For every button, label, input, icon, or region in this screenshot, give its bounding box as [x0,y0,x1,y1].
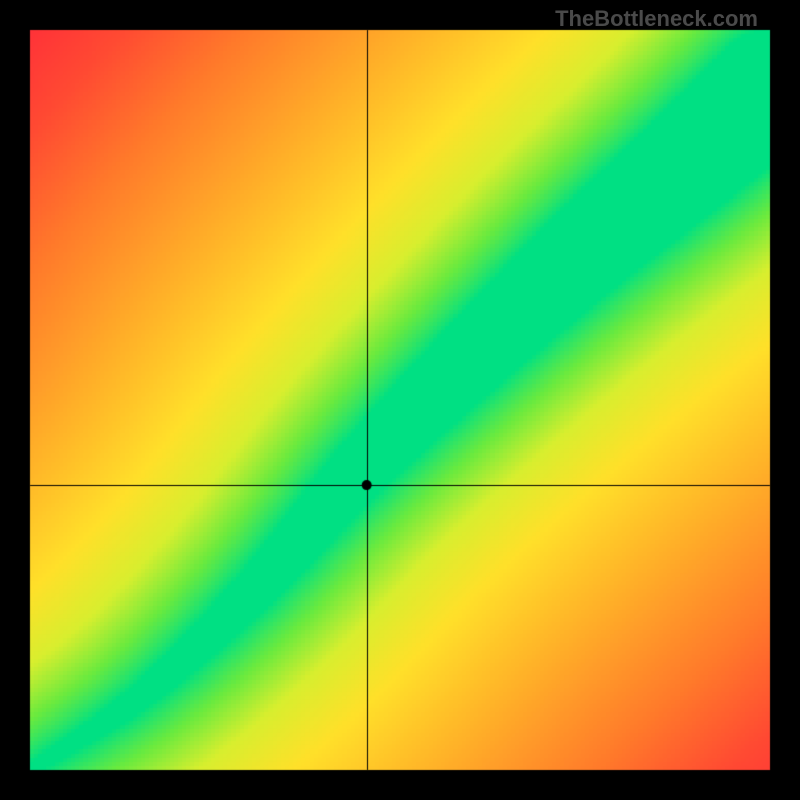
crosshair-overlay [0,0,800,800]
chart-container: TheBottleneck.com [0,0,800,800]
watermark-text: TheBottleneck.com [555,6,758,32]
